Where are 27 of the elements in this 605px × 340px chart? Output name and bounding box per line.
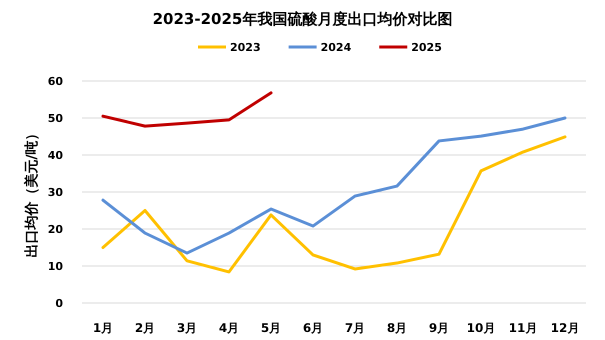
y-axis-title: 出口均价（美元/吨）	[23, 126, 40, 258]
y-tick-label: 0	[55, 297, 64, 310]
y-tick-label: 20	[48, 223, 64, 236]
y-tick-label: 30	[48, 186, 64, 199]
x-tick-label: 8月	[386, 321, 408, 335]
x-tick-label: 4月	[218, 321, 240, 335]
y-tick-label: 40	[48, 149, 64, 162]
x-tick-label: 12月	[550, 321, 580, 335]
line-series	[102, 91, 272, 128]
y-tick-label: 50	[48, 112, 64, 125]
x-tick-label: 5月	[260, 321, 282, 335]
chart-title: 2023-2025年我国硫酸月度出口均价对比图	[152, 10, 452, 28]
x-tick-label: 9月	[428, 321, 450, 335]
x-tick-label: 1月	[92, 321, 114, 335]
x-tick-label: 10月	[466, 321, 496, 335]
x-tick-label: 2月	[134, 321, 156, 335]
legend-label: 2024	[320, 41, 352, 54]
legend-label: 2025	[411, 41, 442, 54]
legend-label: 2023	[230, 41, 261, 54]
x-tick-label: 3月	[176, 321, 198, 335]
x-tick-label: 6月	[302, 321, 324, 335]
x-tick-label: 11月	[508, 321, 538, 335]
y-tick-label: 10	[48, 260, 64, 273]
x-tick-label: 7月	[344, 321, 366, 335]
line-series	[102, 116, 566, 255]
y-tick-label: 60	[48, 75, 64, 88]
line-series	[102, 135, 566, 274]
